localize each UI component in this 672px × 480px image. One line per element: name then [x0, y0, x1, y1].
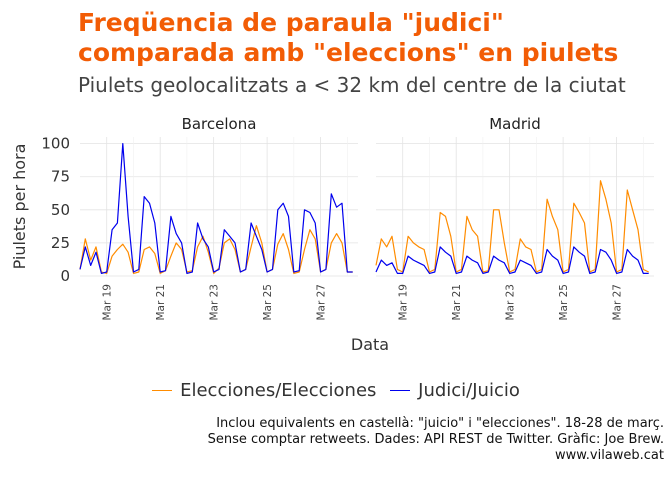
legend-label-judici: Judici/Juicio: [418, 380, 520, 401]
x-tick-label: Mar 19: [102, 284, 114, 321]
legend-item-judici: Judici/Juicio: [390, 380, 520, 401]
caption-line-3: www.vilaweb.cat: [555, 448, 664, 463]
legend: Elecciones/Elecciones Judici/Juicio: [0, 380, 672, 401]
series-line-madrid-elecciones: [375, 180, 649, 273]
x-tick-label: Mar 27: [316, 284, 328, 321]
y-axis-title: Piulets per hora: [10, 144, 29, 270]
x-tick-label: Mar 21: [451, 284, 463, 321]
chart-title: Freqüencia de paraula "judici" comparada…: [78, 8, 618, 68]
x-axis-title: Data: [351, 335, 389, 354]
chart-subtitle: Piulets geolocalitzats a < 32 km del cen…: [78, 73, 626, 97]
y-tick-label: 75: [51, 168, 70, 186]
series-line-madrid-judici: [375, 246, 649, 274]
legend-item-elecciones: Elecciones/Elecciones: [152, 380, 376, 401]
y-tick-label: 100: [41, 135, 70, 153]
facet-label-madrid: Madrid: [489, 115, 541, 133]
x-tick-label: Mar 23: [209, 284, 221, 321]
y-tick-label: 50: [51, 201, 70, 219]
caption-line-2: Sense comptar retweets. Dades: API REST …: [207, 432, 664, 447]
series-line-barcelona-judici: [79, 143, 353, 274]
x-tick-label: Mar 25: [262, 284, 274, 321]
x-tick-label: Mar 21: [155, 284, 167, 321]
x-tick-label: Mar 23: [505, 284, 517, 321]
y-tick-label: 0: [60, 267, 70, 285]
chart-title-line-2: comparada amb "eleccions" en piulets: [78, 38, 619, 67]
legend-key-elecciones: [152, 389, 173, 391]
facet-label-barcelona: Barcelona: [182, 115, 257, 133]
caption-line-1: Inclou equivalents en castellà: "juicio"…: [216, 416, 664, 431]
chart-caption: Inclou equivalents en castellà: "juicio"…: [208, 416, 664, 464]
legend-label-elecciones: Elecciones/Elecciones: [180, 380, 377, 401]
x-tick-label: Mar 27: [612, 284, 624, 321]
legend-key-judici: [390, 389, 411, 391]
x-tick-label: Mar 19: [398, 284, 410, 321]
chart-title-line-1: Freqüencia de paraula "judici": [78, 8, 504, 37]
series-line-barcelona-elecciones: [79, 225, 353, 274]
x-tick-label: Mar 25: [558, 284, 570, 321]
y-tick-label: 25: [51, 234, 70, 252]
